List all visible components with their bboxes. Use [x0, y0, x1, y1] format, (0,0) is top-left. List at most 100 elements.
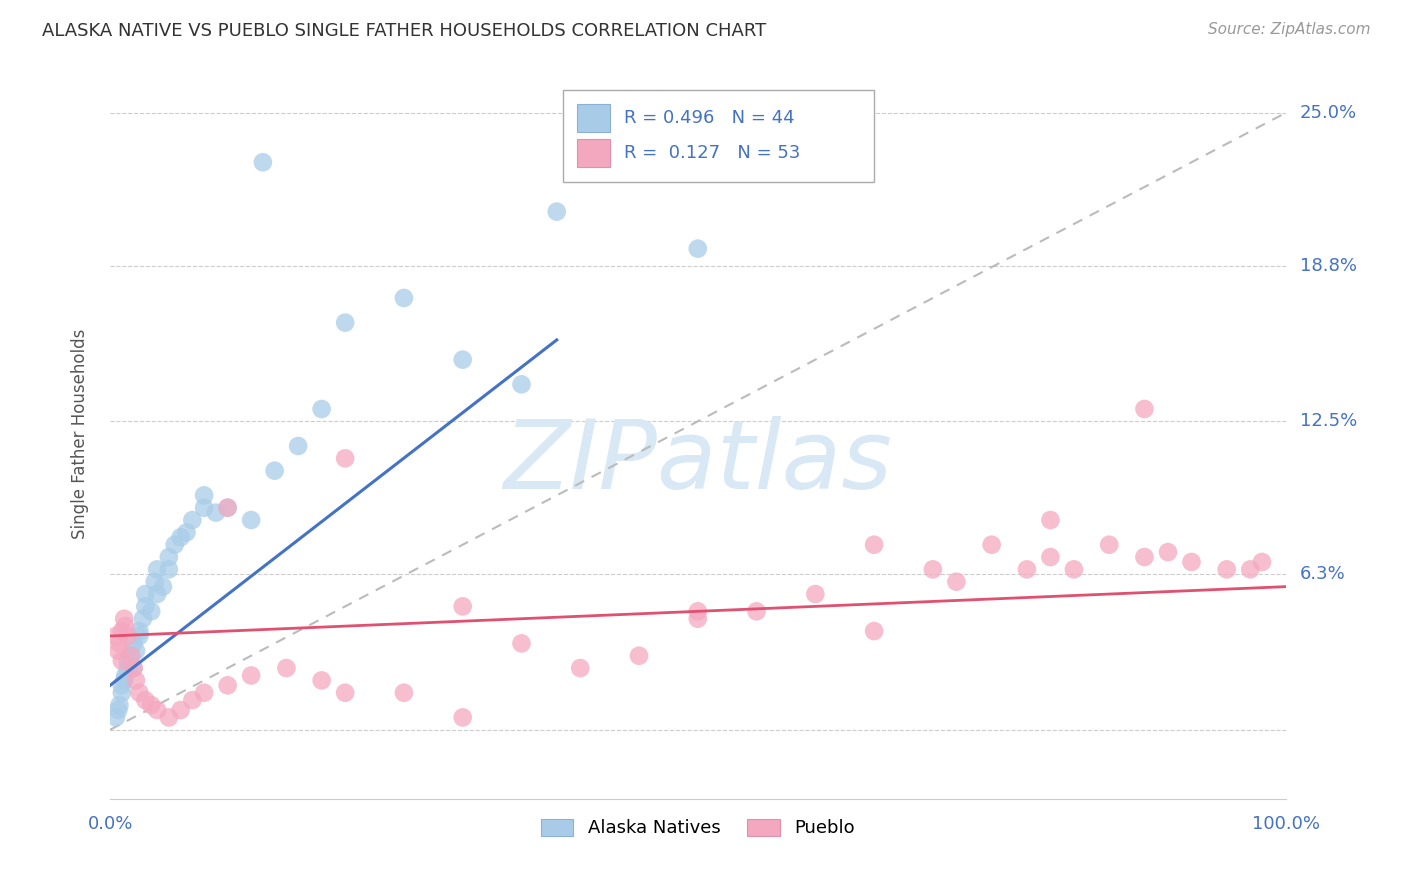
Point [108, 698, 131, 712]
Point [125, 673, 148, 688]
Point [392, 291, 415, 305]
Point [263, 464, 285, 478]
Point [125, 644, 148, 658]
Point [922, 562, 945, 576]
Text: R = 0.496   N = 44: R = 0.496 N = 44 [624, 109, 794, 128]
Text: ZIPatlas: ZIPatlas [503, 417, 893, 509]
Point [134, 693, 156, 707]
Point [114, 619, 136, 633]
Point [128, 624, 150, 638]
Point [1239, 562, 1261, 576]
Point [193, 488, 215, 502]
Point [163, 538, 186, 552]
Point [117, 654, 139, 668]
Point [451, 710, 474, 724]
Point [451, 599, 474, 614]
Point [181, 513, 204, 527]
Point [240, 668, 263, 682]
Point [169, 530, 191, 544]
Point [146, 703, 169, 717]
Point [134, 587, 156, 601]
Point [181, 693, 204, 707]
Point [117, 661, 139, 675]
Point [311, 673, 333, 688]
Point [111, 654, 134, 668]
Point [1251, 555, 1274, 569]
Point [120, 648, 142, 663]
FancyBboxPatch shape [576, 139, 610, 167]
Point [333, 686, 356, 700]
Point [333, 451, 356, 466]
Point [108, 636, 131, 650]
Point [686, 242, 709, 256]
Point [193, 686, 215, 700]
Point [132, 612, 155, 626]
Text: Source: ZipAtlas.com: Source: ZipAtlas.com [1208, 22, 1371, 37]
Text: 6.3%: 6.3% [1299, 566, 1346, 583]
Point [104, 710, 127, 724]
Point [1063, 562, 1085, 576]
Point [546, 204, 568, 219]
Point [217, 500, 239, 515]
Point [112, 612, 135, 626]
Point [143, 574, 166, 589]
Point [141, 604, 163, 618]
Point [311, 402, 333, 417]
Point [157, 710, 180, 724]
Text: 0.0%: 0.0% [87, 815, 132, 833]
Point [1133, 402, 1156, 417]
Point [217, 500, 239, 515]
Point [804, 587, 827, 601]
Point [157, 549, 180, 564]
FancyBboxPatch shape [576, 104, 610, 132]
Point [217, 678, 239, 692]
Text: 100.0%: 100.0% [1251, 815, 1319, 833]
Point [333, 316, 356, 330]
Point [451, 352, 474, 367]
FancyBboxPatch shape [562, 90, 875, 182]
Point [205, 506, 228, 520]
Point [627, 648, 650, 663]
Point [112, 673, 135, 688]
Point [569, 661, 592, 675]
Point [114, 668, 136, 682]
Point [510, 377, 533, 392]
Point [107, 644, 129, 658]
Point [1039, 513, 1062, 527]
Point [111, 678, 134, 692]
Point [193, 500, 215, 515]
Point [157, 562, 180, 576]
Point [120, 648, 142, 663]
Point [745, 604, 768, 618]
Point [1157, 545, 1180, 559]
Text: ALASKA NATIVE VS PUEBLO SINGLE FATHER HOUSEHOLDS CORRELATION CHART: ALASKA NATIVE VS PUEBLO SINGLE FATHER HO… [42, 22, 766, 40]
Point [122, 636, 145, 650]
Point [1133, 549, 1156, 564]
Point [111, 686, 134, 700]
Point [107, 703, 129, 717]
Point [686, 612, 709, 626]
Point [176, 525, 198, 540]
Text: 18.8%: 18.8% [1299, 257, 1357, 275]
Point [276, 661, 298, 675]
Point [146, 587, 169, 601]
Point [240, 513, 263, 527]
Point [134, 599, 156, 614]
Y-axis label: Single Father Households: Single Father Households [72, 328, 89, 539]
Point [117, 629, 139, 643]
Point [1098, 538, 1121, 552]
Point [1216, 562, 1239, 576]
Point [1015, 562, 1038, 576]
Point [510, 636, 533, 650]
Point [128, 629, 150, 643]
Point [111, 624, 134, 638]
Point [141, 698, 163, 712]
Point [1180, 555, 1202, 569]
Point [128, 686, 150, 700]
Point [392, 686, 415, 700]
Point [146, 562, 169, 576]
Point [980, 538, 1002, 552]
Text: 25.0%: 25.0% [1299, 104, 1357, 122]
Point [863, 538, 886, 552]
Point [122, 661, 145, 675]
